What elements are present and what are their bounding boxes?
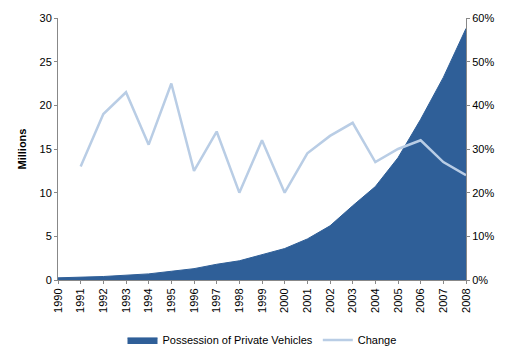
svg-text:20: 20 [40, 99, 52, 111]
svg-text:1997: 1997 [210, 288, 222, 312]
svg-text:2001: 2001 [301, 288, 313, 312]
svg-text:1994: 1994 [142, 288, 154, 312]
svg-text:1998: 1998 [233, 288, 245, 312]
svg-text:2008: 2008 [460, 288, 472, 312]
svg-text:1990: 1990 [52, 288, 64, 312]
svg-text:1996: 1996 [188, 288, 200, 312]
svg-text:1993: 1993 [120, 288, 132, 312]
svg-text:15: 15 [40, 143, 52, 155]
svg-text:2003: 2003 [346, 288, 358, 312]
svg-text:2006: 2006 [414, 288, 426, 312]
svg-text:20%: 20% [472, 187, 494, 199]
svg-text:50%: 50% [472, 56, 494, 68]
svg-text:0%: 0% [472, 274, 488, 286]
svg-text:1995: 1995 [165, 288, 177, 312]
svg-text:10: 10 [40, 187, 52, 199]
svg-text:10%: 10% [472, 230, 494, 242]
svg-text:30%: 30% [472, 143, 494, 155]
svg-text:1992: 1992 [97, 288, 109, 312]
svg-text:2004: 2004 [369, 288, 381, 312]
svg-text:2007: 2007 [437, 288, 449, 312]
svg-text:60%: 60% [472, 12, 494, 24]
svg-text:2000: 2000 [278, 288, 290, 312]
svg-text:Change: Change [358, 334, 397, 346]
svg-text:1999: 1999 [256, 288, 268, 312]
svg-text:2002: 2002 [324, 288, 336, 312]
svg-text:Millions: Millions [16, 129, 28, 170]
svg-text:40%: 40% [472, 99, 494, 111]
svg-text:2005: 2005 [392, 288, 404, 312]
svg-text:25: 25 [40, 56, 52, 68]
svg-text:0: 0 [46, 274, 52, 286]
svg-text:5: 5 [46, 230, 52, 242]
svg-text:1991: 1991 [74, 288, 86, 312]
svg-text:30: 30 [40, 12, 52, 24]
svg-text:Possession of Private Vehicles: Possession of Private Vehicles [163, 334, 313, 346]
